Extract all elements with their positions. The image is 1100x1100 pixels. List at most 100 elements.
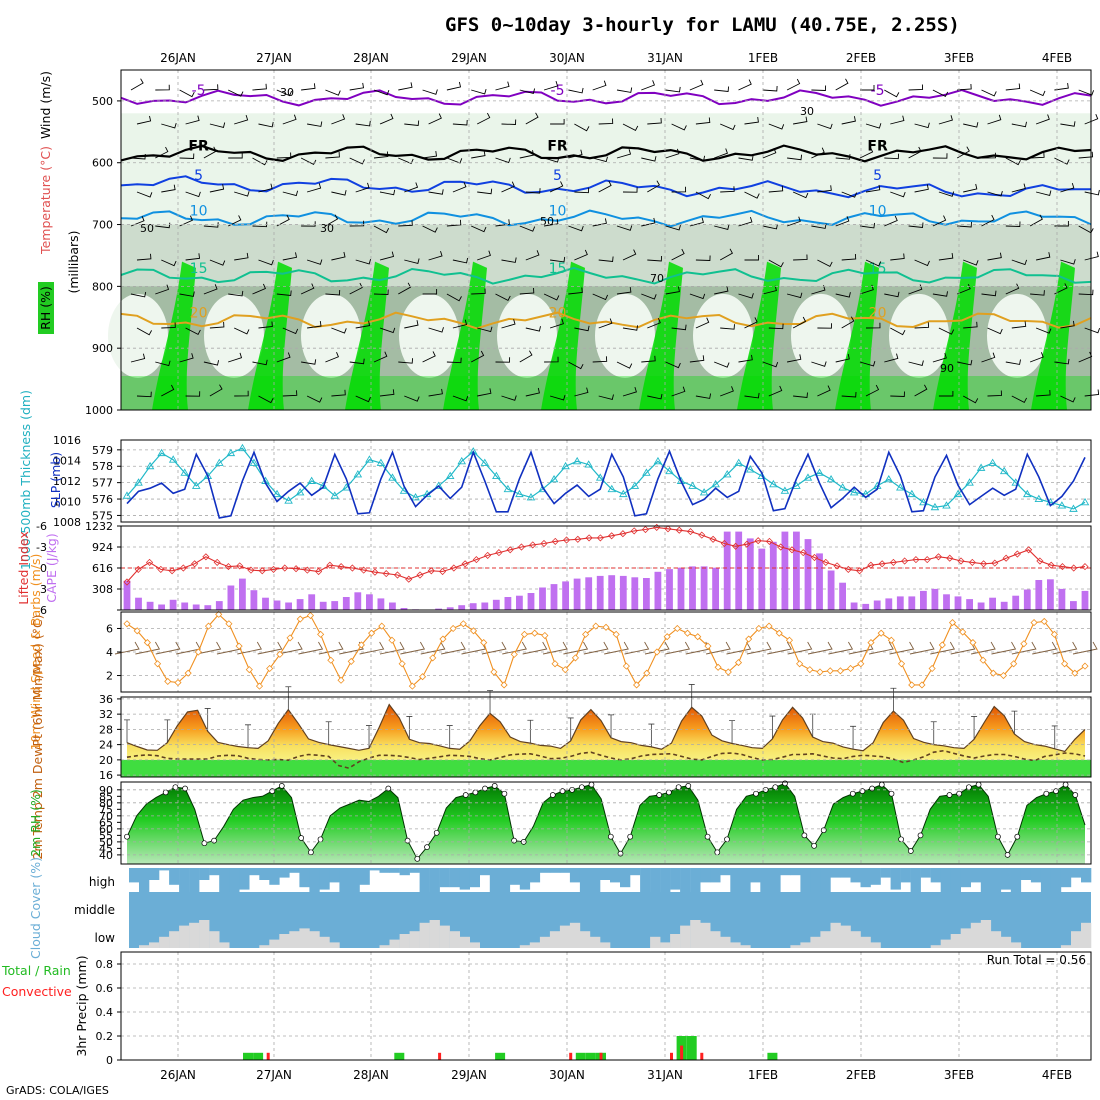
rh-point [549, 792, 556, 798]
wind-barb [689, 155, 706, 162]
lifted-index-line [126, 526, 1086, 583]
wind-speed-point [887, 636, 895, 644]
wind-barb [689, 79, 704, 91]
wind-barb [428, 327, 444, 333]
wind-barb [501, 319, 516, 329]
thickness-axis-title: 1000-500mb Thickness (dm) [18, 390, 33, 570]
cape-bar [781, 531, 789, 610]
wind-barb [209, 321, 225, 329]
rh-dry-pocket [987, 293, 1047, 378]
high-cloud-bar [149, 868, 160, 880]
high-cloud-bar [660, 868, 671, 892]
lifted-index-point [934, 553, 943, 561]
low-cloud-bar [690, 920, 701, 948]
thickness-point [492, 471, 501, 480]
high-cloud-bar [459, 868, 470, 890]
lifted-index-point [641, 525, 650, 534]
cape-bar [446, 607, 454, 610]
wind-barb [860, 85, 875, 91]
high-cloud-bar [169, 868, 180, 885]
high-cloud-bar [890, 868, 901, 890]
low-cloud-bar [670, 934, 681, 948]
rh-moist-plume [933, 261, 977, 410]
cape-bar [619, 575, 627, 610]
wind-barb-10m [991, 641, 1017, 655]
thickness-point [722, 470, 732, 478]
low-cloud-bar [139, 945, 150, 948]
wind-barb [258, 183, 273, 193]
footer-credit: GrADS: COLA/IGES [6, 1084, 109, 1097]
isotherm-line [120, 144, 1092, 163]
cape-bar [920, 590, 927, 610]
low-cloud-bar [930, 945, 941, 948]
isotherm-label: FR [867, 138, 888, 154]
high-cloud-bar [479, 868, 490, 876]
cloud-level-low: low [95, 931, 116, 945]
lifted-index-point [709, 535, 717, 543]
high-cloud-bar [870, 868, 881, 885]
wind-barb [1060, 121, 1076, 127]
wind-speed-point [439, 635, 447, 643]
wind-barb [647, 393, 663, 400]
wind-speed-point [327, 656, 335, 664]
rh-point [704, 833, 711, 840]
rh-point [753, 790, 759, 797]
wind-speed-point [796, 660, 804, 668]
rh-point [878, 781, 885, 788]
wind-barb [1029, 214, 1043, 227]
y-tick-label: 0 [106, 1054, 113, 1067]
wind-barb [987, 327, 1003, 335]
lifted-index-point [393, 571, 402, 579]
low-cloud-bar [439, 925, 450, 948]
wind-barb [622, 123, 639, 132]
cape-bar [666, 569, 673, 610]
wind-speed-point [897, 660, 906, 668]
wind-barb [932, 291, 948, 297]
date-label-top: 2FEB [846, 51, 876, 65]
wind-barb [1011, 259, 1028, 266]
wind-speed-point [449, 624, 457, 633]
wind-barb [787, 154, 803, 161]
wind-barb [720, 324, 735, 330]
low-cloud-bar [419, 922, 430, 948]
wind-barb [252, 83, 267, 91]
lifted-index-point [1002, 554, 1010, 562]
wind-barb [471, 88, 487, 95]
wind-barb [234, 191, 250, 197]
wind-barb [671, 186, 687, 193]
wind-barb [695, 255, 711, 261]
isotherm-line [120, 266, 1092, 285]
cape-bar [839, 582, 846, 610]
high-cloud-bar [980, 868, 992, 892]
wind-barb [519, 150, 535, 159]
wind-barb [841, 316, 855, 329]
wind-barb [695, 117, 711, 125]
rh-point [685, 783, 692, 789]
wind-speed-point [174, 679, 182, 687]
temp-minmax-bar [204, 708, 211, 732]
wind-barb [209, 184, 225, 193]
high-cloud-bar [529, 868, 541, 883]
high-cloud-bar [650, 868, 661, 892]
rh-point [888, 790, 895, 797]
high-cloud-bar [469, 868, 480, 888]
wind-barb [252, 157, 268, 166]
wind-barb [471, 150, 486, 159]
wind-barb [234, 114, 249, 125]
wind-speed-point [255, 682, 264, 690]
wind-barb [1035, 190, 1052, 196]
temp-minmax-bar [567, 717, 574, 741]
low-cloud-bar [309, 931, 320, 948]
wind-barb [787, 354, 802, 363]
rh-moist-plume [152, 261, 196, 410]
wind-barb-10m [624, 641, 650, 655]
wind-barb [738, 293, 754, 299]
rh-point [404, 837, 411, 844]
wind-barb [841, 253, 857, 261]
high-cloud-bar [159, 868, 170, 871]
wind-speed-point [724, 668, 732, 676]
wind-barb [525, 188, 541, 194]
wind-barb [762, 223, 778, 230]
high-cloud-bar [259, 868, 270, 880]
wind-speed-point [215, 610, 223, 618]
